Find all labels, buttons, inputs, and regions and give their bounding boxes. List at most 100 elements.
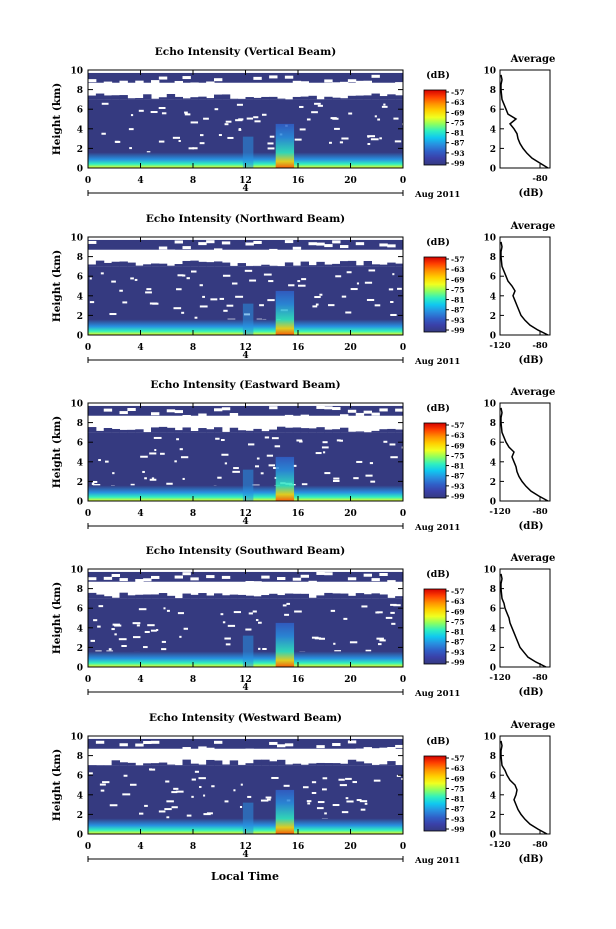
echo-upper-layer	[88, 571, 403, 582]
gap-cell	[271, 776, 279, 779]
gap-cell	[174, 460, 177, 463]
gap-cell	[112, 623, 120, 626]
x-tick-label: 4	[137, 842, 143, 852]
gap-cell	[122, 301, 128, 304]
profile-y-tick-label: 4	[490, 458, 496, 468]
x-tick-label: 0	[85, 509, 91, 519]
gap-cell	[332, 743, 341, 747]
gap-cell	[145, 291, 152, 294]
echo-cell	[190, 97, 199, 100]
echo-cell	[261, 595, 270, 599]
minor-plume	[242, 802, 254, 834]
echo-cell	[269, 96, 278, 100]
gap-cell	[178, 140, 181, 143]
gap-cell	[206, 81, 215, 85]
echo-cell	[214, 427, 223, 433]
gap-cell	[371, 748, 380, 752]
gap-cell	[235, 295, 244, 298]
echo-cell	[387, 94, 396, 100]
gap-cell	[394, 140, 402, 143]
day-marker: 4	[242, 850, 248, 860]
gap-cell	[356, 282, 360, 285]
echo-cell	[119, 261, 128, 267]
profile-frame	[499, 236, 551, 336]
colorbar-tick-label: -99	[451, 159, 465, 168]
gap-cell	[332, 479, 340, 482]
gap-cell	[171, 806, 178, 809]
gap-cell	[132, 622, 141, 625]
gap-cell	[268, 464, 275, 467]
echo-cell	[135, 594, 144, 599]
echo-cell	[166, 595, 176, 599]
echo-cell	[395, 95, 404, 100]
gap-cell	[198, 777, 206, 780]
echo-cell	[166, 265, 176, 267]
profile-y-tick-label: 2	[490, 312, 496, 322]
profile-x-tick-label: -120	[489, 840, 510, 850]
profile-line	[500, 573, 547, 668]
gap-cell	[264, 436, 270, 439]
gap-cell	[284, 743, 294, 747]
gap-cell	[198, 242, 207, 246]
gap-cell	[144, 804, 148, 807]
echo-cell	[127, 429, 136, 433]
profile-xlabel: (dB)	[519, 687, 544, 698]
echo-cell	[379, 594, 388, 599]
echo-cell	[237, 430, 246, 433]
echo-cell	[347, 759, 357, 766]
echo-cell	[324, 592, 333, 599]
echo-cell	[158, 426, 168, 433]
gap-cell	[206, 240, 215, 244]
gap-cell	[136, 624, 140, 627]
gap-cell	[393, 117, 399, 120]
echo-cell	[158, 97, 168, 100]
gap-cell	[135, 579, 144, 583]
gap-cell	[127, 407, 136, 411]
gap-cell	[206, 812, 213, 815]
gap-cell	[182, 274, 186, 277]
echo-cell	[237, 98, 246, 100]
gap-cell	[368, 269, 376, 272]
gap-cell	[130, 483, 135, 486]
gap-cell	[227, 624, 236, 627]
gap-cell	[219, 297, 225, 300]
echo-cell	[198, 593, 207, 599]
echo-cell	[206, 759, 215, 766]
gap-cell	[161, 112, 167, 115]
gap-cell	[284, 240, 294, 244]
echo-cell	[151, 98, 160, 100]
profile-title: Average	[510, 221, 556, 232]
colorbar-tick-label: -93	[451, 815, 465, 824]
echo-cell	[355, 265, 365, 267]
gap-cell	[203, 117, 209, 120]
gap-cell	[371, 74, 380, 78]
gap-cell	[88, 577, 97, 581]
echo-cell	[119, 592, 128, 599]
gap-cell	[334, 127, 340, 130]
gap-cell	[218, 134, 222, 137]
colorbar-tick-label: -57	[451, 421, 465, 430]
gap-cell	[183, 627, 189, 630]
gap-cell	[217, 476, 222, 479]
gap-cell	[292, 80, 302, 84]
y-tick-label: 0	[77, 831, 83, 841]
x-tick-label: 8	[190, 343, 196, 353]
gap-cell	[296, 439, 303, 442]
y-axis-label: Height (km)	[51, 416, 63, 488]
gap-cell	[340, 414, 349, 418]
gap-cell	[387, 580, 396, 584]
gap-cell	[350, 288, 358, 291]
gap-cell	[374, 304, 381, 307]
gap-cell	[133, 636, 141, 639]
gap-cell	[385, 616, 393, 619]
gap-cell	[101, 102, 109, 105]
echo-cell	[253, 596, 262, 599]
gap-cell	[214, 248, 223, 252]
gap-cell	[214, 740, 223, 744]
echo-cell	[308, 265, 317, 267]
gap-cell	[108, 648, 112, 651]
gap-cell	[214, 408, 223, 412]
gap-cell	[332, 240, 341, 244]
gap-cell	[246, 117, 253, 120]
colorbar-tick-label: -99	[451, 825, 465, 834]
